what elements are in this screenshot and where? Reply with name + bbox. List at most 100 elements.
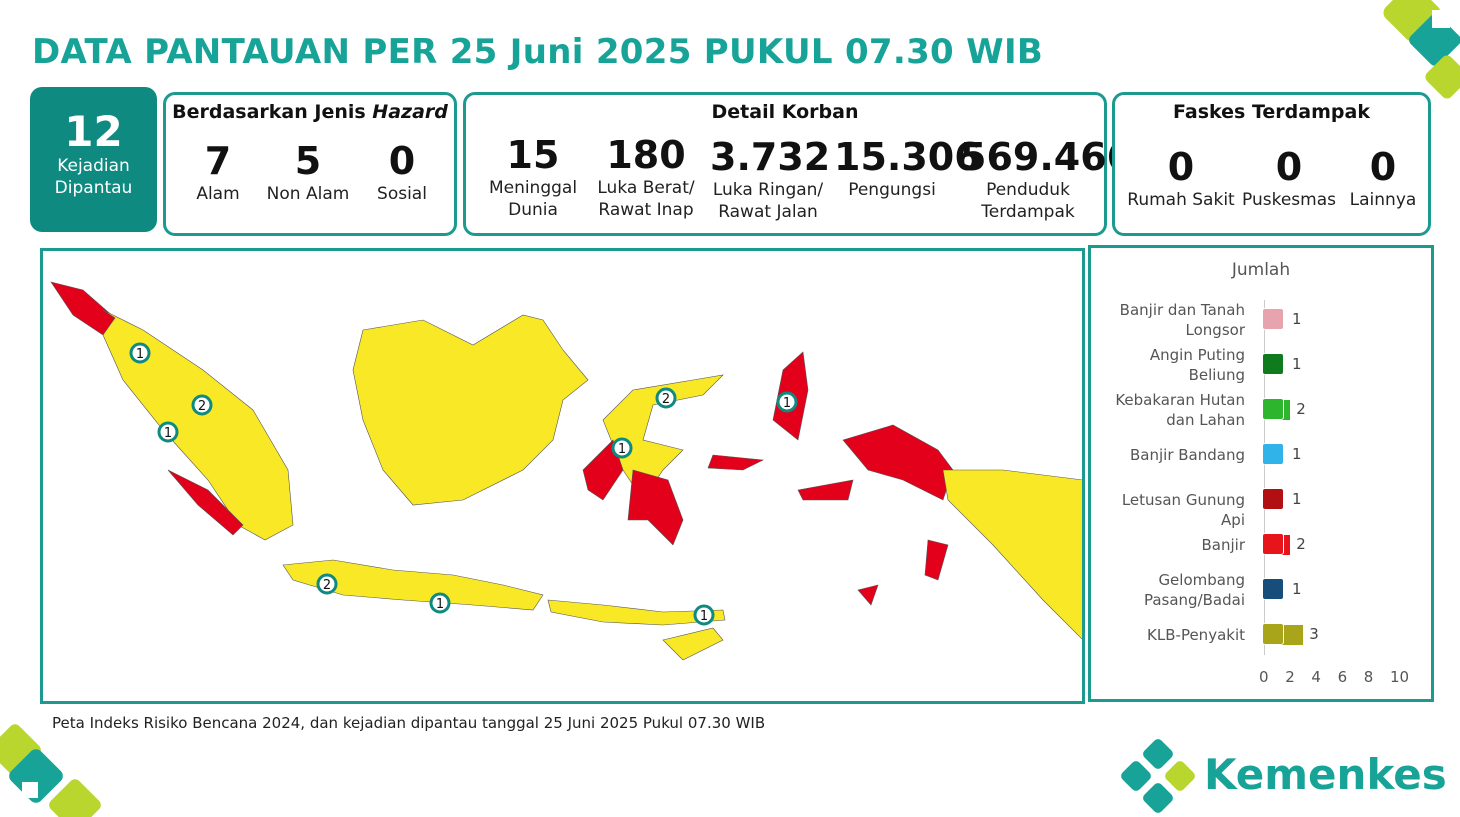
page-title: DATA PANTAUAN PER 25 Juni 2025 PUKUL 07.…	[32, 32, 1044, 72]
korban-pengungsi: 15.306 Pengungsi	[834, 135, 981, 201]
faskes-puskesmas: 0 Puskesmas	[1239, 145, 1339, 211]
korban-meninggal: 15 Meninggal Dunia	[478, 133, 588, 221]
marker-count: 1	[136, 347, 144, 362]
chart-category-label: Banjir dan Tanah Longsor	[1119, 301, 1245, 339]
korban-terdampak: 569.466 Penduduk Terdampak	[960, 135, 1134, 223]
stat-label: Meninggal	[488, 178, 578, 198]
hazard-title-text: Berdasarkan Jenis	[172, 101, 373, 123]
event-marker[interactable]: 2	[191, 394, 213, 416]
stat-label: Pengungsi	[848, 180, 936, 200]
event-marker[interactable]: 1	[776, 391, 798, 413]
indonesia-map: 1 2 1 2 1 1 1 2 1	[50, 281, 1084, 661]
korban-title: Detail Korban	[711, 101, 859, 123]
stat-label: Penduduk	[986, 180, 1070, 200]
stat-label: Alam	[196, 184, 240, 204]
stat-value: 15.306	[834, 135, 981, 179]
nusa-tenggara	[547, 599, 726, 661]
stat-label: Dunia	[508, 200, 558, 220]
chart-data-label: 1	[1292, 580, 1302, 598]
chart-category-label: Banjir Bandang	[1130, 446, 1245, 464]
korban-card: Detail Korban 15 Meninggal Dunia 180 Luka B…	[463, 92, 1134, 236]
hazard-icon	[1262, 533, 1284, 555]
chart-tick-label: 6	[1337, 668, 1348, 686]
event-marker[interactable]: 1	[693, 604, 715, 626]
hazard-non-alam: 5 Non Alam	[258, 139, 358, 205]
map-markers: 1 2 1 2 1 1 1 2 1	[129, 342, 798, 626]
chart-category-label: Banjir	[1201, 536, 1246, 554]
risk-map: 1 2 1 2 1 1 1 2 1	[40, 248, 1085, 704]
chart-title: Jumlah	[1231, 260, 1291, 280]
stat-value: 7	[204, 139, 232, 183]
chart-category-label: Kebakaran Hutan dan Lahan	[1115, 391, 1245, 429]
stat-label: Lainnya	[1349, 190, 1417, 210]
total-value: 12	[64, 107, 123, 156]
corner-decoration-bottom	[0, 724, 101, 817]
event-marker[interactable]: 1	[611, 437, 633, 459]
event-marker[interactable]: 1	[429, 592, 451, 614]
total-label-2: Dipantau	[54, 178, 133, 198]
stat-value: 0	[1275, 145, 1303, 189]
sumatra	[50, 281, 294, 541]
stat-value: 0	[1369, 145, 1397, 189]
stat-value: 3.732	[710, 135, 831, 179]
marker-count: 2	[198, 399, 206, 414]
event-marker[interactable]: 2	[655, 387, 677, 409]
stat-label: Rawat Inap	[598, 200, 694, 220]
marker-count: 1	[164, 426, 172, 441]
chart-data-label: 3	[1309, 625, 1319, 643]
stat-value: 0	[1167, 145, 1195, 189]
map-caption: Peta Indeks Risiko Bencana 2024, dan kej…	[52, 714, 766, 732]
stat-value: 569.466	[960, 135, 1134, 179]
event-marker[interactable]: 2	[316, 573, 338, 595]
chart-data-label: 1	[1292, 310, 1302, 328]
faskes-rs: 0 Rumah Sakit	[1121, 145, 1241, 211]
faskes-title: Faskes Terdampak	[1173, 101, 1370, 123]
marker-count: 1	[436, 597, 444, 612]
faskes-lainnya: 0 Lainnya	[1341, 145, 1425, 211]
stat-value: 180	[606, 133, 686, 177]
stat-label: Rumah Sakit	[1127, 190, 1235, 210]
stat-value: 5	[294, 139, 322, 183]
hazard-sosial: 0 Sosial	[362, 139, 442, 205]
total-events-card: 12 Kejadian Dipantau	[30, 87, 157, 232]
hazard-icon	[1262, 398, 1284, 420]
stat-label: Terdampak	[981, 202, 1075, 222]
java	[282, 559, 544, 611]
chart-data-label: 1	[1292, 490, 1302, 508]
marker-count: 2	[662, 392, 670, 407]
hazard-icon	[1262, 308, 1284, 330]
stat-label: Sosial	[377, 184, 427, 204]
kemenkes-logo: Kemenkes	[1120, 738, 1447, 813]
faskes-card: Faskes Terdampak 0 Rumah Sakit 0 Puskesmas…	[1112, 92, 1431, 236]
stat-label: Luka Berat/	[597, 178, 695, 198]
korban-luka-ringan: 3.732 Luka Ringan/Rawat Jalan	[710, 135, 831, 223]
hazard-chart: Jumlah Banjir dan Tanah Longsor 1 Angin Pu…	[1088, 245, 1434, 702]
event-marker[interactable]: 1	[129, 342, 151, 364]
chart-axis	[1264, 300, 1265, 655]
hazard-title-italic: Hazard	[372, 101, 448, 123]
korban-luka-berat: 180 Luka Berat/Rawat Inap	[591, 133, 701, 221]
hazard-icon	[1262, 578, 1284, 600]
hazard-icon	[1262, 353, 1284, 375]
chart-tick-label: 0	[1259, 668, 1269, 686]
chart-tick-label: 2	[1285, 668, 1295, 686]
chart-data-label: 2	[1296, 535, 1306, 553]
kemenkes-logo-text: Kemenkes	[1204, 750, 1447, 799]
stat-value: 15	[506, 133, 560, 177]
total-label-1: Kejadian	[57, 156, 130, 176]
chart-category-label: Letusan Gunung Api	[1121, 491, 1245, 529]
hazard-icon	[1262, 488, 1284, 510]
chart-tick-label: 8	[1363, 668, 1374, 686]
papua	[842, 424, 1084, 641]
marker-count: 2	[323, 578, 331, 593]
chart-tick-label: 10	[1390, 668, 1410, 686]
event-marker[interactable]: 1	[157, 421, 179, 443]
chart-data-label: 1	[1292, 355, 1302, 373]
chart-category-label: Angin Puting Beliung	[1149, 346, 1245, 384]
corner-decoration	[1383, 0, 1460, 99]
marker-count: 1	[700, 609, 708, 624]
hazard-icon	[1262, 443, 1284, 465]
chart-data-label: 1	[1292, 445, 1302, 463]
hazard-icon	[1262, 623, 1284, 645]
stat-label: Luka Ringan/	[712, 180, 824, 200]
